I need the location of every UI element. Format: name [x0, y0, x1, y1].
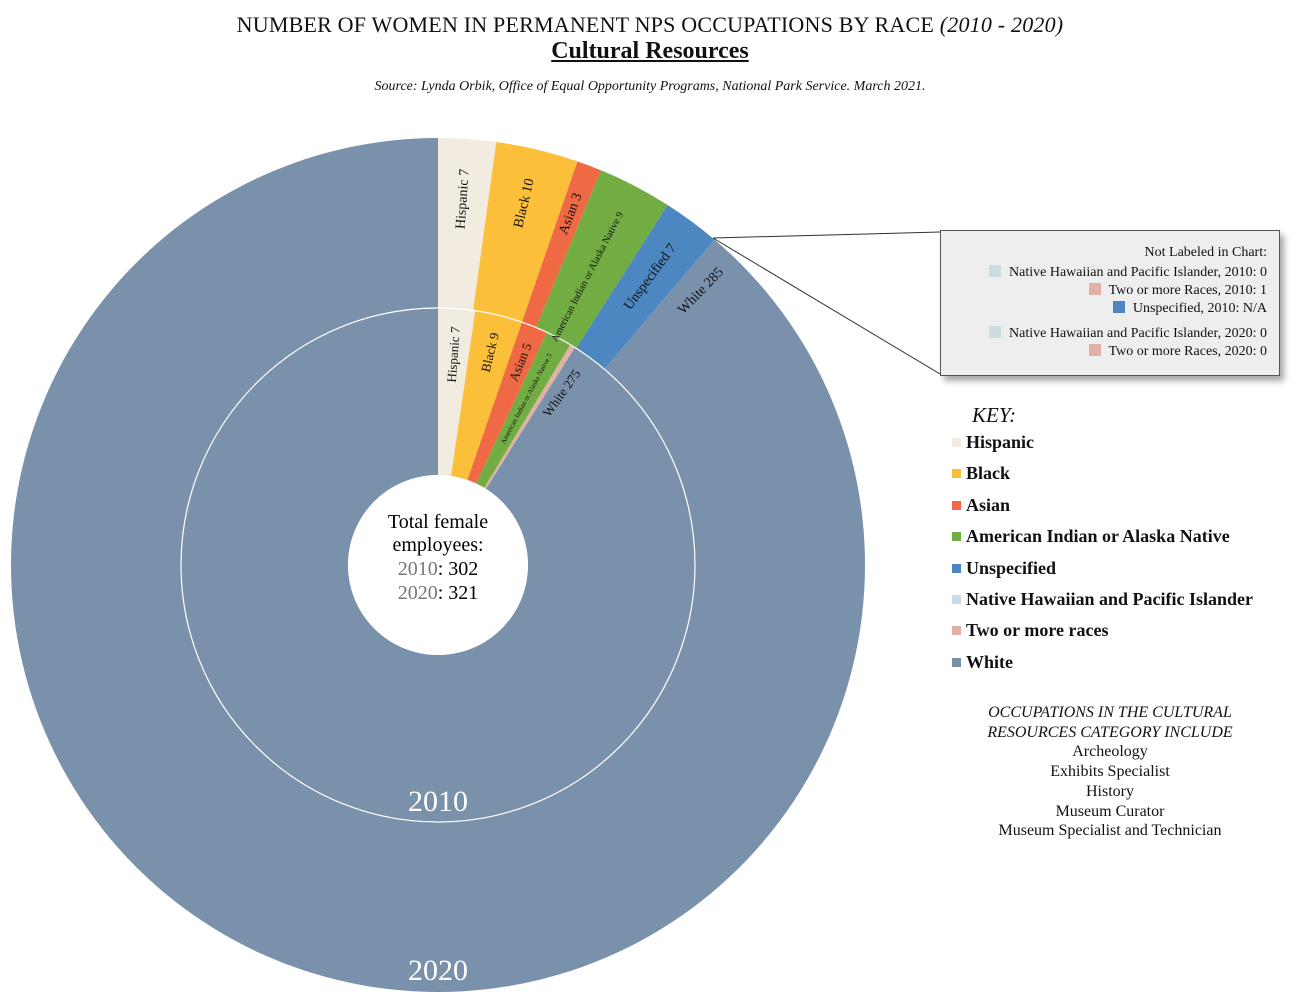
callout-text: Unspecified, 2010: N/A [1132, 301, 1267, 316]
legend-label: Hispanic [966, 432, 1035, 452]
legend-item-white: White [952, 652, 1253, 683]
chart-title-years: (2010 - 2020) [939, 12, 1064, 37]
center-2020-year: 2020 [398, 582, 438, 604]
legend-swatch [952, 657, 961, 667]
legend-label: Two or more races [966, 620, 1109, 641]
occupation-item: Archeology [1072, 743, 1148, 761]
legend-label: White [966, 651, 1013, 672]
legend-swatch [952, 532, 961, 542]
legend-item-native-hawaiian: Native Hawaiian and Pacific Islander [952, 589, 1253, 620]
slice-label-2010-hispanic: Hispanic 7 [444, 326, 463, 383]
slice-2020-white [10, 138, 865, 992]
callout-item: Native Hawaiian and Pacific Islander, 20… [989, 326, 1267, 342]
occupations-note: OCCUPATIONS IN THE CULTURAL RESOURCES CA… [960, 703, 1260, 841]
center-line2: employees: [392, 534, 483, 556]
inner-ring-2010 [180, 308, 695, 823]
callout-text: Two or more Races, 2020: 0 [1108, 344, 1267, 359]
legend-swatch [952, 500, 961, 510]
legend-item-black: Black [952, 463, 1253, 494]
key-title: KEY: [972, 403, 1017, 427]
callout-swatch [1112, 301, 1125, 313]
legend-swatch [952, 438, 961, 447]
callout-text: Two or more Races, 2010: 1 [1108, 283, 1267, 298]
callout-text: Native Hawaiian and Pacific Islander, 20… [1009, 326, 1267, 341]
legend-item-american-indian: American Indian or Alaska Native [952, 526, 1253, 557]
slice-label-2020-hispanic: Hispanic 7 [454, 168, 473, 229]
chart-source: Source: Lynda Orbik, Office of Equal Opp… [374, 79, 926, 94]
occupations-heading-1: OCCUPATIONS IN THE CULTURAL [988, 704, 1232, 721]
center-hole [348, 475, 528, 655]
center-total: Total female employees: 2010: 302 2020: … [388, 511, 488, 604]
legend-item-hispanic: Hispanic [952, 432, 1253, 463]
callout-text: Native Hawaiian and Pacific Islander, 20… [1009, 265, 1267, 280]
legend-swatch [952, 469, 961, 479]
legend-item-two-or-more: Two or more races [952, 620, 1253, 651]
occupation-item: Museum Curator [1055, 802, 1165, 820]
slice-2020-black [473, 142, 578, 323]
center-2020-value: : 321 [438, 582, 479, 604]
callout-title: Not Labeled in Chart: [1144, 245, 1267, 260]
occupation-item: Exhibits Specialist [1050, 763, 1170, 781]
legend-swatch [952, 563, 961, 573]
slice-2020-asian [521, 161, 601, 328]
slice-2010-american-indian-or-alaska-native [476, 332, 571, 488]
callout-item: Native Hawaiian and Pacific Islander, 20… [989, 265, 1267, 281]
callout-swatch [989, 326, 1002, 338]
center-line1: Total female [388, 511, 488, 533]
slice-2010-hispanic [438, 308, 476, 476]
legend-item-unspecified: Unspecified [952, 558, 1253, 589]
ring-divider [180, 307, 696, 823]
legend-item-asian: Asian [952, 495, 1253, 526]
chart-subtitle: Cultural Resources [551, 38, 749, 64]
legend-label: Unspecified [966, 557, 1056, 578]
callout-item: Two or more Races, 2020: 0 [1088, 344, 1267, 360]
key-legend: Hispanic Black Asian American Indian or … [952, 432, 1253, 683]
legend-label: Asian [966, 494, 1011, 515]
callout-swatch [989, 265, 1002, 277]
legend-label: Native Hawaiian and Pacific Islander [966, 588, 1253, 609]
slice-2010-black [451, 310, 522, 480]
legend-swatch [952, 594, 961, 604]
outer-ring-2020 [10, 138, 865, 992]
ring-label-2010: 2010 [408, 785, 468, 818]
callout-swatch [1088, 344, 1101, 356]
callout-item: Two or more Races, 2010: 1 [1088, 283, 1267, 299]
slice-2020-american-indian-or-alaska-native [536, 170, 668, 349]
legend-swatch [952, 626, 961, 636]
occupation-item: History [1086, 782, 1134, 800]
legend-label: Black [966, 463, 1011, 484]
slice-2010-asian [467, 322, 547, 484]
callout-leader-bottom [712, 237, 940, 375]
slice-2020-hispanic [438, 138, 497, 311]
slice-2010-white [180, 308, 695, 823]
slice-2010-two-or-more-races [484, 344, 575, 489]
center-2010-year: 2010 [398, 558, 438, 580]
occupation-item: Museum Specialist and Technician [998, 822, 1222, 840]
center-2010-value: : 302 [438, 558, 479, 580]
callout-swatch [1088, 283, 1101, 295]
occupations-heading-2: RESOURCES CATEGORY INCLUDE [987, 723, 1233, 741]
center-2010-total: 2010: 302 [398, 558, 479, 580]
chart-title: NUMBER OF WOMEN IN PERMANENT NPS OCCUPAT… [0, 12, 1300, 38]
ring-label-2020: 2020 [408, 954, 468, 987]
center-2020-total: 2020: 321 [398, 582, 479, 604]
callout-item: Unspecified, 2010: N/A [1112, 301, 1267, 317]
slice-2020-unspecified [576, 204, 715, 370]
legend-label: American Indian or Alaska Native [966, 526, 1230, 547]
chart-title-text: NUMBER OF WOMEN IN PERMANENT NPS OCCUPAT… [236, 12, 935, 37]
callout-leader-top [712, 231, 940, 239]
unlabeled-callout: Not Labeled in Chart: Native Hawaiian an… [940, 230, 1280, 376]
